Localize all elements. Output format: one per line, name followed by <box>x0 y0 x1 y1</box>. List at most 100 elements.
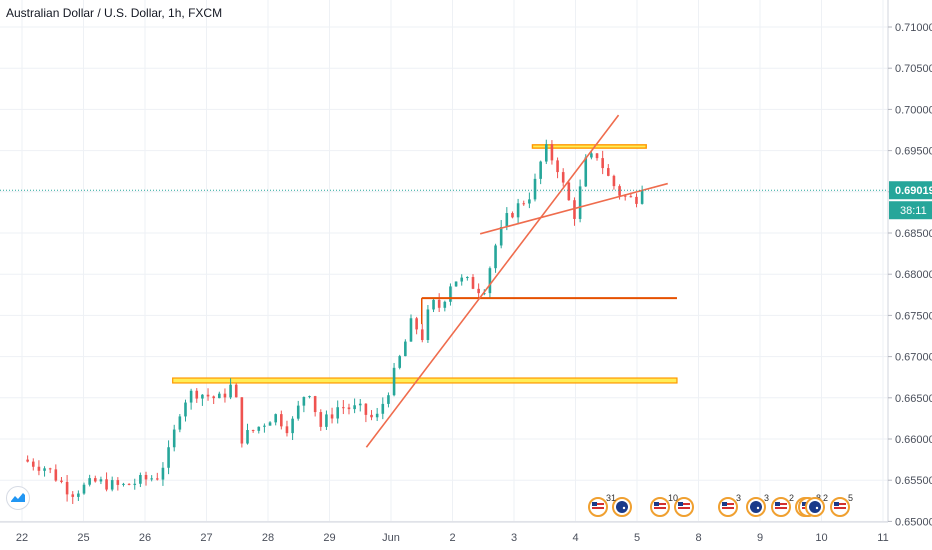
last-price-value: 0.69019 <box>895 185 932 197</box>
candle-body <box>178 416 182 430</box>
candle-body <box>184 402 187 417</box>
candle <box>201 394 204 406</box>
candle-body <box>65 481 69 495</box>
candle-body <box>313 396 317 413</box>
candle <box>234 383 238 398</box>
candle-body <box>505 213 509 228</box>
event-count: 3 <box>764 493 769 503</box>
candle-body <box>482 293 486 295</box>
support-zone-rectangle <box>172 377 678 384</box>
candle-body <box>263 425 266 427</box>
candle-body <box>156 478 159 480</box>
drawing-tools-back[interactable] <box>172 144 678 384</box>
candle-body <box>618 186 621 196</box>
price-tick-label: 0.70500 <box>895 63 932 75</box>
candle <box>161 462 165 486</box>
price-axis[interactable]: 0.710000.705000.700000.695000.690000.685… <box>887 0 932 550</box>
candle-body <box>26 459 29 462</box>
candle-body <box>122 483 125 485</box>
flag-canton <box>775 502 780 506</box>
candle-body <box>127 483 131 485</box>
candle <box>477 283 480 300</box>
candle-body <box>460 277 464 282</box>
flag-stripe <box>775 503 787 505</box>
candle-body <box>607 168 610 176</box>
candle <box>522 200 526 206</box>
event-marker: 2 <box>805 493 828 517</box>
candle-body <box>387 395 390 404</box>
candle <box>212 395 215 405</box>
candle <box>274 413 277 426</box>
flag-star <box>815 506 819 510</box>
candle <box>263 423 266 433</box>
time-axis[interactable]: 22 25 26 27 28 29 Jun 2 3 4 5 8 9 10 11 <box>0 521 889 550</box>
candle-body <box>280 414 283 427</box>
candle <box>167 440 170 475</box>
economic-events[interactable]: 3110332825 <box>588 493 853 517</box>
candle <box>178 414 182 433</box>
candle-body <box>404 341 407 357</box>
candle <box>48 467 52 474</box>
event-marker: 5 <box>830 493 853 517</box>
flag-canton <box>678 502 683 506</box>
candle <box>370 410 373 421</box>
time-tick-label: 10 <box>815 532 827 544</box>
candle-body <box>246 430 249 444</box>
candle <box>612 174 616 190</box>
candle <box>516 198 520 225</box>
event-marker: 3 <box>718 493 741 517</box>
candle-body <box>539 161 542 179</box>
candle-body <box>466 277 469 279</box>
candle <box>353 398 356 414</box>
candle <box>195 388 199 403</box>
candle-body <box>172 429 176 448</box>
grid-lines <box>0 0 888 522</box>
candle-body <box>601 158 604 169</box>
candle-body <box>426 309 430 341</box>
candle <box>375 407 379 422</box>
drawing-tools-front[interactable] <box>0 114 888 448</box>
flag-canton <box>802 502 807 506</box>
candle <box>218 391 221 399</box>
candle <box>251 429 255 433</box>
countdown-value: 38:11 <box>900 205 927 217</box>
event-count: 10 <box>668 493 678 503</box>
candle-body <box>150 478 153 480</box>
candle <box>499 220 503 249</box>
price-tick-label: 0.67000 <box>895 352 932 364</box>
candle-body <box>544 144 548 162</box>
candle-body <box>516 203 520 218</box>
candle-body <box>454 281 458 287</box>
candle <box>285 420 289 437</box>
candle-body <box>161 467 165 480</box>
candle <box>88 474 91 487</box>
candle <box>93 475 97 483</box>
candle-body <box>623 195 627 197</box>
candle <box>240 397 244 448</box>
candle-body <box>77 493 80 497</box>
price-tick-label: 0.66500 <box>895 393 932 405</box>
candle <box>426 305 430 343</box>
candle-body <box>375 413 379 418</box>
time-tick-label: 29 <box>323 532 335 544</box>
candle-body <box>291 418 294 434</box>
candle <box>308 395 311 399</box>
flag-stripe <box>834 507 846 509</box>
candle <box>139 472 142 488</box>
candle-body <box>285 426 289 434</box>
candle-body <box>449 286 452 302</box>
candle-body <box>240 397 244 444</box>
candle <box>296 400 300 421</box>
candle-body <box>370 414 373 418</box>
tradingview-logo-icon[interactable] <box>6 486 30 510</box>
candlestick-series <box>26 139 644 504</box>
candle <box>415 316 418 335</box>
price-tick-label: 0.66000 <box>895 434 932 446</box>
candle-body <box>302 396 306 406</box>
candle-body <box>110 480 114 490</box>
candle <box>550 140 554 165</box>
time-tick-label: 2 <box>449 532 455 544</box>
flag-field <box>616 501 628 513</box>
candle-body <box>420 329 424 341</box>
